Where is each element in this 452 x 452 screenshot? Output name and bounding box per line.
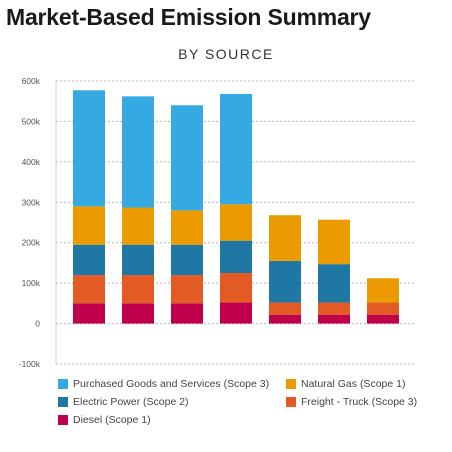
bar-segment xyxy=(171,303,203,324)
y-tick-label: 0 xyxy=(35,319,40,329)
bar-segment xyxy=(367,278,399,303)
bar-segment xyxy=(220,240,252,274)
bar-segment xyxy=(269,260,301,303)
bar-segment xyxy=(73,206,105,245)
bar-segment xyxy=(171,244,203,276)
y-tick-label: 100k xyxy=(22,278,41,288)
legend-swatch xyxy=(286,397,296,407)
bar-segment xyxy=(220,273,252,303)
legend-swatch xyxy=(58,379,68,389)
bar-segment xyxy=(269,215,301,261)
y-tick-label: 300k xyxy=(22,197,41,207)
legend-swatch xyxy=(58,397,68,407)
legend-item-electric-power[interactable]: Electric Power (Scope 2) xyxy=(58,396,189,408)
bar-segment xyxy=(171,275,203,304)
bar-segment xyxy=(269,314,301,324)
bar-segment xyxy=(367,314,399,324)
legend-item-natural-gas[interactable]: Natural Gas (Scope 1) xyxy=(286,378,405,390)
bar-segment xyxy=(171,210,203,245)
bar-segment xyxy=(73,90,105,207)
bar-segment xyxy=(73,244,105,276)
bar-segment xyxy=(122,96,154,208)
stacked-bar-chart: -100k 0 100k 200k 300k 400k 500k 600k xyxy=(19,76,414,369)
bar-segment xyxy=(171,105,203,211)
legend-label: Purchased Goods and Services (Scope 3) xyxy=(73,378,270,390)
y-tick-label: 400k xyxy=(22,157,41,167)
y-tick-label: -100k xyxy=(19,359,41,369)
y-tick-label: 600k xyxy=(22,76,41,86)
bar-segment xyxy=(318,302,350,315)
legend-item-freight-truck[interactable]: Freight - Truck (Scope 3) xyxy=(286,396,417,408)
legend-swatch xyxy=(58,415,68,425)
y-tick-label: 500k xyxy=(22,116,41,126)
bar-segment xyxy=(220,204,252,241)
legend-item-diesel[interactable]: Diesel (Scope 1) xyxy=(58,414,151,426)
bar-segment xyxy=(367,302,399,315)
bar-segment xyxy=(122,275,154,304)
bar-segment xyxy=(73,303,105,324)
legend-label: Electric Power (Scope 2) xyxy=(73,396,189,408)
legend-label: Natural Gas (Scope 1) xyxy=(301,378,406,390)
chart-title: Market-Based Emission Summary xyxy=(6,4,371,30)
bar-segment xyxy=(220,93,252,205)
chart-subtitle: BY SOURCE xyxy=(178,46,274,62)
bar-segment xyxy=(269,302,301,315)
legend-item-purchased-goods[interactable]: Purchased Goods and Services (Scope 3) xyxy=(58,378,269,390)
bar-segment xyxy=(318,219,350,265)
bar-segment xyxy=(122,303,154,324)
bar-segment xyxy=(318,314,350,324)
y-tick-label: 200k xyxy=(22,238,41,248)
legend-label: Diesel (Scope 1) xyxy=(73,414,151,426)
bar-segment xyxy=(73,275,105,304)
bar-segment xyxy=(318,264,350,303)
legend-label: Freight - Truck (Scope 3) xyxy=(301,396,418,408)
bar-segment xyxy=(122,207,154,245)
bar-segment xyxy=(220,302,252,324)
legend-swatch xyxy=(286,379,296,389)
bar-segment xyxy=(122,244,154,276)
